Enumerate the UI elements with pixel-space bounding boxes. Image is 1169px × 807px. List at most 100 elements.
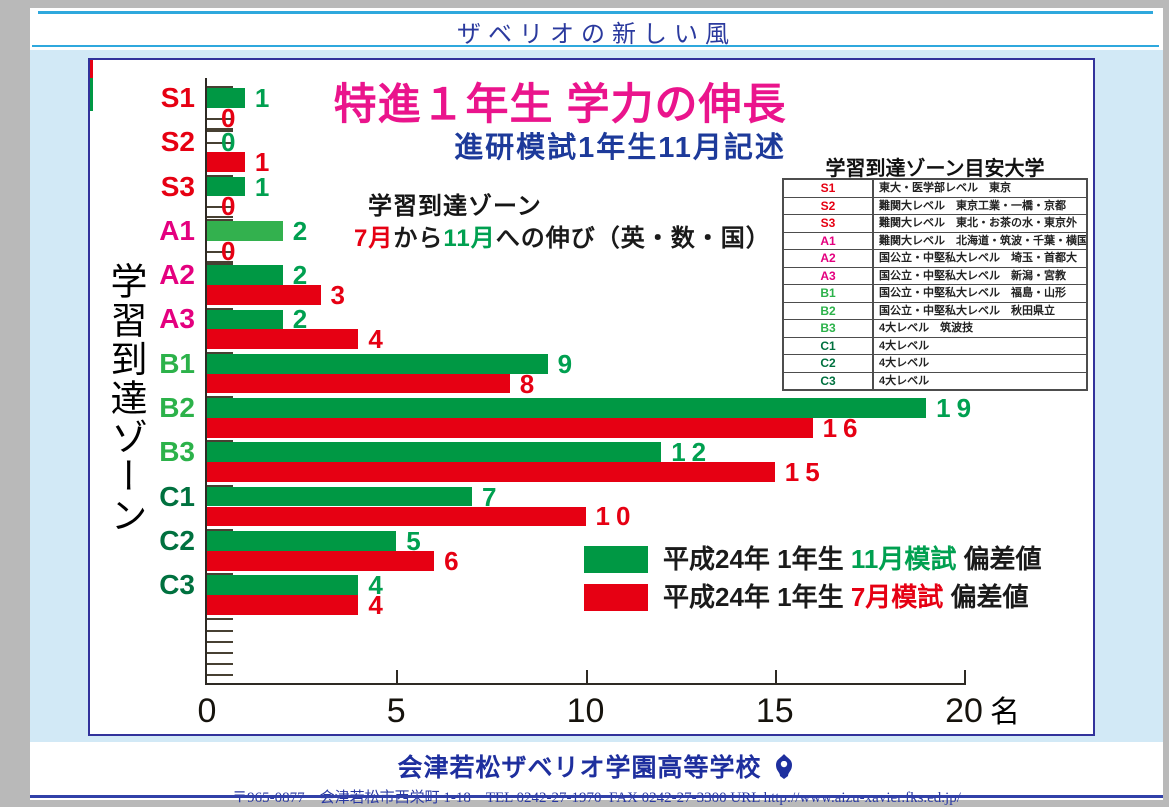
y-axis-tick — [207, 573, 233, 576]
annotation-line2: 7月から11月への伸び（英・数・国） — [354, 218, 771, 253]
school-crest-icon — [775, 753, 792, 779]
bar-value-C3-series1: 4 — [368, 590, 383, 620]
bar-value-S1-series0: 1 — [254, 82, 270, 113]
bar-C1-series1 — [207, 506, 586, 527]
uni-table-row-C2: C2 4大レベル — [784, 354, 1086, 372]
y-axis-tick — [207, 663, 233, 665]
header-rule-top — [38, 11, 1153, 14]
x-tick-label-15: 15 — [755, 692, 794, 730]
plot-area: S1 1 0 S2 0 1 S3 1 0 A1 2 0 A2 2 3 A3 2 4 B1 9 8 B2 19 16 B3 12 15… — [90, 60, 1093, 734]
category-label-A3: A3 — [159, 303, 195, 335]
page-footer: 会津若松ザベリオ学園高等学校 〒965-0877 会津若松市西栄町 1-18 T… — [30, 744, 1163, 807]
uni-table-zone-S3: S3 — [820, 216, 836, 230]
x-axis-unit-label: 名 — [990, 696, 1020, 729]
y-axis-tick — [207, 617, 233, 620]
y-axis-tick — [207, 218, 233, 221]
bar-A2-series1 — [207, 285, 321, 305]
footer-url-link[interactable]: http://www.aizu-xavier.fks.ed.jp/ — [763, 790, 961, 806]
school-name-line: 会津若松ザベリオ学園高等学校 — [30, 748, 1163, 784]
x-tick-label-5: 5 — [386, 692, 406, 730]
y-axis-tick — [207, 351, 233, 354]
uni-table-row-B1: B1 国公立・中堅私大レベル 福島・山形 — [784, 284, 1086, 302]
category-label-C3: C3 — [159, 569, 195, 601]
bar-value-A2-series0: 2 — [292, 260, 308, 291]
bar-value-B2-series1: 16 — [822, 412, 864, 443]
uni-table-row-S2: S2 難関大レベル 東京工業・一橋・京都 — [784, 196, 1086, 214]
uni-table-zone-B2: B2 — [820, 303, 836, 318]
uni-table-zone-C1: C1 — [820, 338, 836, 353]
category-label-A1: A1 — [159, 214, 195, 246]
y-axis-tick — [207, 307, 233, 310]
zero-bar-sliver — [90, 78, 93, 94]
bar-B1-series1 — [207, 373, 510, 394]
bar-B2-series1 — [207, 417, 813, 438]
bar-value-A3-series1: 4 — [368, 324, 383, 355]
x-axis-tick-5 — [396, 670, 399, 683]
category-label-B2: B2 — [159, 392, 195, 423]
bar-S2-series1 — [207, 152, 245, 172]
bar-value-C2-series1: 6 — [444, 545, 459, 576]
y-axis-title: 学習到達ゾーン — [105, 262, 146, 535]
bar-value-B2-series0: 19 — [936, 393, 978, 423]
category-label-B1: B1 — [159, 347, 195, 379]
legend-label-0-part-0: 平成24年 1年生 — [663, 544, 851, 574]
bar-B1-series0 — [207, 353, 548, 374]
bar-value-C3-series0: 4 — [368, 570, 383, 601]
x-tick-label-10: 10 — [566, 692, 605, 730]
bar-value-S2-series1: 1 — [254, 147, 270, 177]
y-axis-tick — [207, 130, 233, 133]
uni-table-row-B2: B2 国公立・中堅私大レベル 秋田県立 — [784, 301, 1086, 319]
uni-table-zone-S1: S1 — [820, 181, 836, 195]
x-tick-label-20: 20 — [945, 692, 983, 730]
uni-table-row-A3: A3 国公立・中堅私大レベル 新潟・宮教 — [784, 266, 1086, 284]
uni-table-zone-A3: A3 — [820, 268, 836, 283]
uni-table-desc-B1: 国公立・中堅私大レベル 福島・山形 — [872, 285, 1086, 302]
page-header-title: ザベリオの新しい風 — [457, 20, 736, 48]
uni-table-row-S3: S3 難関大レベル 東北・お茶の水・東京外 — [784, 214, 1086, 232]
category-label-C2: C2 — [159, 524, 195, 556]
university-table: S1 東大・医学部レベル 東京 S2 難関大レベル 東京工業・一橋・京都 S3 難関大レベ… — [782, 178, 1088, 391]
y-axis-tick — [207, 641, 233, 643]
chart-legend: 平成24年 1年生 11月模試 偏差値 平成24年 1年生 7月模試 偏差値 — [584, 544, 1042, 620]
uni-table-zone-A2: A2 — [820, 251, 836, 265]
uni-table-row-A2: A2 国公立・中堅私大レベル 埼玉・首都大 — [784, 249, 1086, 267]
page: ザベリオの新しい風 特進１年生 学力の伸長 進研模試1年生11月記述 学習到達ゾ… — [30, 8, 1163, 806]
x-axis-tick-15 — [774, 670, 777, 683]
legend-label-0-part-1: 11月模試 — [850, 544, 957, 574]
bar-S3-series0 — [207, 176, 245, 197]
legend-label-0: 平成24年 1年生 11月模試 偏差値 — [663, 544, 1042, 574]
chart-title: 特進１年生 学力の伸長 — [333, 81, 787, 129]
y-axis-tick — [207, 260, 233, 263]
annotation-line1: 学習到達ゾーン — [368, 193, 542, 220]
header-rule-bottom — [32, 45, 1159, 47]
bar-value-C1-series1: 10 — [595, 501, 637, 532]
y-axis-tick — [207, 142, 233, 145]
uni-table-desc-S1: 東大・医学部レベル 東京 — [872, 180, 1086, 197]
y-axis-tick — [207, 396, 233, 399]
y-axis-tick — [207, 86, 233, 88]
category-label-A2: A2 — [159, 259, 195, 291]
bar-A3-series1 — [207, 329, 359, 350]
bar-value-B1-series1: 8 — [519, 368, 535, 399]
bar-value-A1-series0: 2 — [292, 215, 308, 246]
y-axis-tick — [207, 216, 233, 219]
uni-table-desc-A2: 国公立・中堅私大レベル 埼玉・首都大 — [872, 250, 1086, 267]
legend-label-1-part-2: 偏差値 — [943, 582, 1029, 612]
y-axis-tick — [207, 440, 233, 443]
footer-rule — [30, 795, 1163, 798]
uni-table-row-A1: A1 難関大レベル 北海道・筑波・千葉・横国 — [784, 231, 1086, 249]
legend-label-1-part-0: 平成24年 1年生 — [663, 582, 851, 612]
uni-table-zone-C2: C2 — [820, 356, 836, 370]
bar-B3-series1 — [207, 462, 775, 482]
uni-table-row-C3: C3 4大レベル — [784, 371, 1086, 389]
legend-label-1: 平成24年 1年生 7月模試 偏差値 — [663, 582, 1029, 612]
school-name: 会津若松ザベリオ学園高等学校 — [397, 754, 762, 782]
y-axis-tick — [207, 206, 233, 209]
zero-bar-sliver — [90, 60, 93, 78]
uni-table-desc-S2: 難関大レベル 東京工業・一橋・京都 — [872, 197, 1086, 214]
uni-table-desc-B2: 国公立・中堅私大レベル 秋田県立 — [872, 302, 1086, 319]
bar-value-A2-series1: 3 — [330, 279, 346, 310]
category-label-S3: S3 — [160, 170, 195, 202]
uni-table-zone-B1: B1 — [820, 286, 836, 300]
